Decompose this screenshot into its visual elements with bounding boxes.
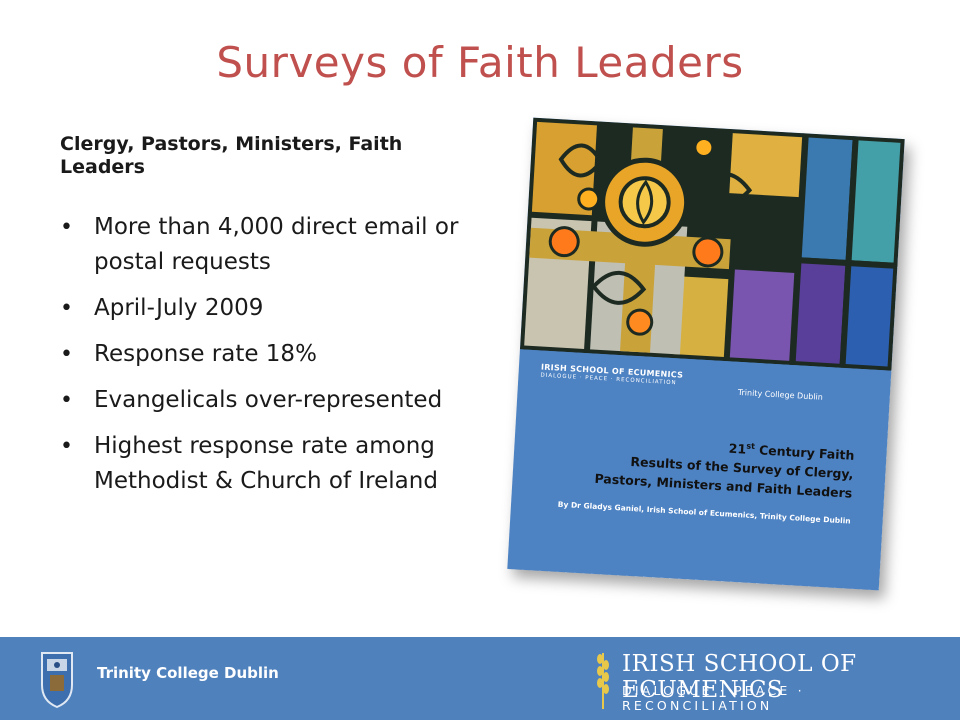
bullet-item: April-July 2009 (60, 291, 460, 326)
footer-ise-tagline: DIALOGUE · PEACE · RECONCILIATION (622, 683, 805, 713)
footer-tcd-label: Trinity College Dublin (97, 664, 279, 682)
cover-tcd-name: Trinity College Dublin (737, 387, 824, 402)
bullet-item: Response rate 18% (60, 337, 460, 372)
trinity-crest-icon (41, 652, 73, 709)
report-cover-image: IRISH SCHOOL OF ECUMENICS DIALOGUE · PEA… (507, 117, 905, 591)
stained-glass-image (519, 117, 905, 371)
slide-subheading: Clergy, Pastors, Ministers, Faith Leader… (60, 133, 403, 178)
report-cover-text: IRISH SCHOOL OF ECUMENICS DIALOGUE · PEA… (507, 349, 891, 590)
cover-author: By Dr Gladys Ganiel, Irish School of Ecu… (557, 499, 851, 526)
wheat-icon (597, 653, 609, 709)
footer-bar: Trinity College Dublin IRISH SCHOOL OF E… (0, 637, 960, 720)
bullet-item: Highest response rate among Methodist & … (60, 429, 460, 499)
footer-ise-name: IRISH SCHOOL OF ECUMENICS (622, 651, 857, 703)
slide-title: Surveys of Faith Leaders (216, 38, 744, 87)
bullet-list: More than 4,000 direct email or postal r… (60, 210, 460, 510)
report-cover: IRISH SCHOOL OF ECUMENICS DIALOGUE · PEA… (507, 117, 905, 591)
bullet-item: More than 4,000 direct email or postal r… (60, 210, 460, 280)
bullet-item: Evangelicals over-represented (60, 383, 460, 418)
cover-report-title: 21st Century Faith Results of the Survey… (594, 440, 855, 501)
